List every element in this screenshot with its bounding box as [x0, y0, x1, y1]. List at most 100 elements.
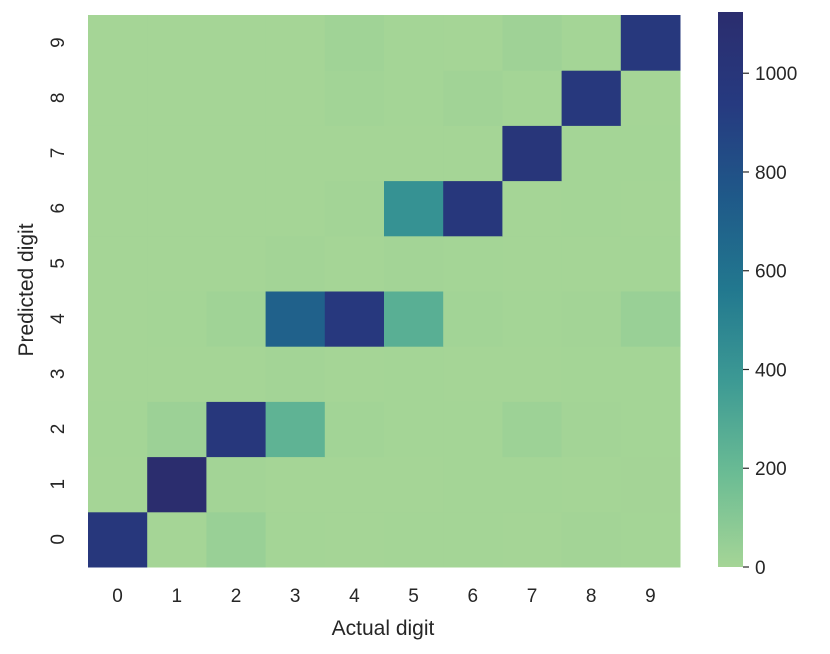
heatmap-cell	[206, 456, 267, 513]
heatmap-cell	[324, 125, 385, 182]
heatmap-cell	[324, 401, 385, 458]
heatmap-cell	[147, 70, 207, 126]
heatmap-cell	[384, 125, 444, 182]
heatmap-cell	[147, 291, 207, 347]
heatmap-cell	[265, 70, 326, 126]
heatmap-cell	[561, 70, 622, 126]
heatmap-cell	[620, 125, 681, 182]
heatmap-cell	[88, 70, 148, 126]
heatmap-cell	[620, 291, 681, 347]
colorbar-tick-label: 600	[755, 262, 787, 283]
heatmap-cell	[147, 125, 207, 182]
heatmap-cell	[88, 511, 148, 568]
heatmap-cell	[206, 235, 267, 292]
y-tick-label: 3	[48, 369, 69, 380]
heatmap-cell	[324, 235, 385, 292]
heatmap-cell	[561, 235, 622, 292]
heatmap-cell	[443, 291, 503, 347]
heatmap-cell	[561, 15, 622, 71]
colorbar-tick-label: 1000	[755, 64, 797, 85]
heatmap-cell	[206, 401, 267, 458]
y-tick-labels: 0 1 2 3 4 5 6 7 8 9	[48, 37, 69, 544]
y-tick-label: 4	[48, 313, 69, 324]
x-tick-label: 4	[349, 586, 360, 607]
heatmap-cell	[265, 235, 326, 292]
heatmap-cell	[265, 180, 326, 237]
heatmap-cell	[384, 401, 444, 458]
heatmap-cell	[502, 235, 563, 292]
heatmap-cell	[561, 291, 622, 347]
x-tick-label: 6	[468, 586, 479, 607]
x-axis-label: Actual digit	[332, 617, 435, 640]
heatmap-cell	[384, 346, 444, 402]
x-tick-label: 3	[290, 586, 301, 607]
heatmap-cell	[88, 401, 148, 458]
heatmap-cell	[206, 70, 267, 126]
heatmap-cell	[384, 70, 444, 126]
x-tick-label: 2	[231, 586, 242, 607]
x-tick-label: 5	[408, 586, 419, 607]
heatmap-cell	[265, 456, 326, 513]
heatmap-cell	[88, 291, 148, 347]
heatmap-cell	[206, 511, 267, 568]
heatmap-cell	[88, 15, 148, 71]
y-tick-label: 2	[48, 424, 69, 435]
heatmap-cell	[147, 346, 207, 402]
colorbar-ticks: 0 200 400 600 800 1000	[743, 64, 797, 579]
y-tick-label: 9	[48, 37, 69, 48]
heatmap-cell	[324, 456, 385, 513]
heatmap-cell	[206, 15, 267, 71]
heatmap-cell	[324, 291, 385, 347]
heatmap-cell	[324, 511, 385, 568]
y-tick-label: 7	[48, 148, 69, 159]
heatmap-cell	[265, 291, 326, 347]
heatmap-cell	[502, 401, 563, 458]
x-tick-label: 1	[172, 586, 183, 607]
colorbar-tick-label: 200	[755, 459, 787, 480]
heatmap-cell	[443, 511, 503, 568]
heatmap-cell	[561, 346, 622, 402]
heatmap-cell	[502, 70, 563, 126]
heatmap-cell	[265, 125, 326, 182]
heatmap-cell	[324, 346, 385, 402]
y-tick-label: 8	[48, 93, 69, 104]
heatmap-cell	[384, 291, 444, 347]
heatmap-cell	[324, 15, 385, 71]
x-tick-labels: 0 1 2 3 4 5 6 7 8 9	[112, 586, 655, 607]
heatmap-cell	[620, 70, 681, 126]
heatmap-cell	[147, 401, 207, 458]
heatmap-cell	[384, 180, 444, 237]
heatmap-cell	[147, 15, 207, 71]
heatmap-cell	[443, 346, 503, 402]
heatmap-cell	[88, 456, 148, 513]
heatmap-cell	[324, 180, 385, 237]
heatmap-cell	[620, 511, 681, 568]
heatmap-cell	[265, 346, 326, 402]
heatmap-cell	[265, 15, 326, 71]
x-tick-label: 9	[645, 586, 656, 607]
heatmap-cell	[384, 456, 444, 513]
heatmap-cell	[384, 235, 444, 292]
heatmap-cell	[561, 401, 622, 458]
colorbar-tick-label: 400	[755, 360, 787, 381]
heatmap-cell	[443, 401, 503, 458]
heatmap-cell	[206, 346, 267, 402]
heatmap-cell	[620, 346, 681, 402]
y-tick-label: 1	[48, 479, 69, 490]
heatmap-cell	[384, 511, 444, 568]
heatmap-cells	[88, 15, 681, 568]
heatmap-cell	[443, 70, 503, 126]
heatmap-cell	[88, 125, 148, 182]
heatmap-cell	[502, 15, 563, 71]
heatmap-cell	[265, 511, 326, 568]
y-axis-label: Predicted digit	[15, 223, 38, 356]
heatmap-cell	[502, 125, 563, 182]
y-tick-label: 6	[48, 203, 69, 214]
colorbar-tick-label: 800	[755, 163, 787, 184]
heatmap-cell	[384, 15, 444, 71]
heatmap-cell	[147, 456, 207, 513]
heatmap-cell	[147, 511, 207, 568]
heatmap-cell	[620, 15, 681, 71]
heatmap-cell	[88, 346, 148, 402]
